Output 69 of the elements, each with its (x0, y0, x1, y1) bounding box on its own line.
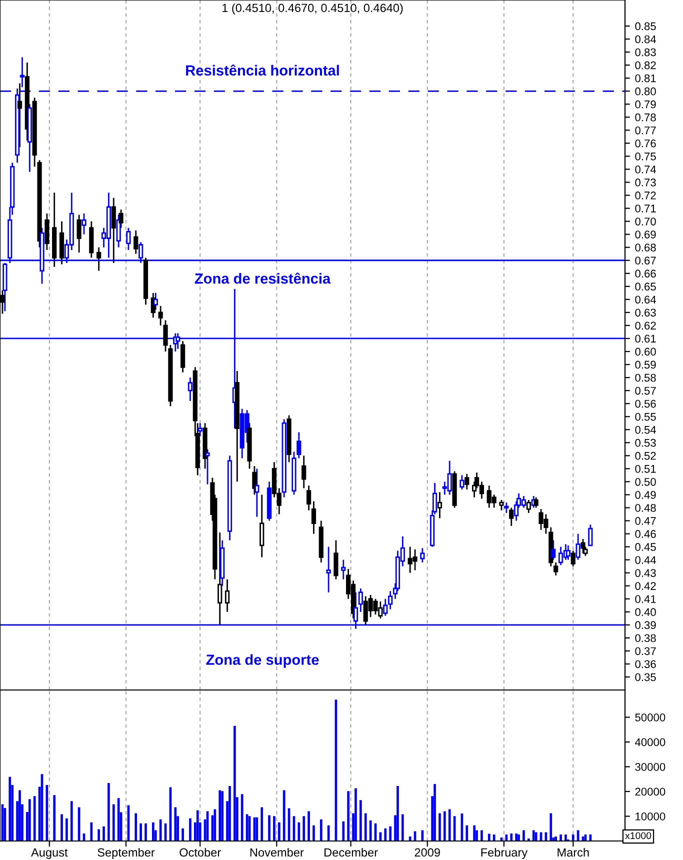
y-tick-label: 0.72 (635, 192, 656, 200)
y-tick-label: 0.84 (635, 35, 656, 44)
y-tick-label: 0.43 (635, 569, 656, 577)
y-tick-label: 30000 (635, 763, 666, 771)
y-tick-label: 0.64 (635, 296, 656, 304)
y-tick-label: 0.68 (635, 244, 656, 252)
y-tick-label: 0.50 (635, 478, 656, 486)
y-tick-label: 0.41 (635, 595, 656, 604)
y-tick-label: 0.83 (635, 48, 656, 56)
ref-line-label: Resistência horizontal (186, 64, 339, 76)
y-tick-label: 0.36 (635, 660, 656, 668)
y-tick-label: 0.69 (635, 230, 656, 238)
x-tick-label: October (180, 848, 221, 857)
y-tick-label: 0.42 (635, 582, 656, 590)
y-tick-label: 0.66 (635, 270, 656, 278)
y-tick-label: 20000 (635, 788, 666, 796)
y-tick-label: 0.35 (635, 673, 656, 682)
y-tick-label: 0.47 (635, 517, 656, 525)
y-tick-label: 0.56 (635, 400, 656, 408)
y-tick-label: 0.81 (635, 74, 656, 82)
y-tick-label: 0.60 (635, 348, 656, 356)
y-tick-label: 0.74 (635, 166, 656, 174)
y-tick-label: 0.54 (635, 426, 656, 434)
y-tick-label: 0.49 (635, 490, 656, 499)
y-tick-label: 0.85 (635, 22, 656, 30)
ref-line-label: Zona de suporte (206, 654, 319, 668)
y-tick-label: 0.38 (635, 634, 656, 642)
y-tick-label: 0.55 (635, 412, 656, 421)
y-tick-label: 0.52 (635, 452, 656, 460)
x-tick-label: August (31, 848, 68, 859)
y-tick-label: 0.46 (635, 530, 656, 538)
y-tick-label: 0.65 (635, 282, 656, 291)
text: x1000 (625, 832, 652, 840)
x-tick-label: December (324, 848, 378, 857)
x-tick-label: February (481, 848, 528, 859)
y-tick-label: 0.80 (635, 87, 656, 96)
y-tick-label: 0.82 (635, 61, 656, 70)
x-tick-label: 2009 (414, 848, 440, 857)
y-tick-label: 0.67 (635, 256, 656, 265)
y-tick-label: 0.39 (635, 621, 656, 630)
y-tick-label: 50000 (635, 713, 666, 722)
y-tick-label: 0.59 (635, 360, 656, 369)
y-tick-label: 0.37 (635, 647, 656, 656)
y-tick-label: 0.73 (635, 178, 656, 186)
y-tick-label: 0.40 (635, 608, 656, 616)
y-tick-label: 0.44 (635, 556, 656, 564)
y-tick-label: 0.63 (635, 308, 656, 317)
y-tick-label: 0.62 (635, 322, 656, 330)
y-tick-label: 0.48 (635, 504, 656, 512)
y-tick-label: 0.51 (635, 464, 656, 473)
x-tick-label: November (250, 848, 304, 857)
x-tick-label: March (558, 848, 589, 857)
y-tick-label: 0.79 (635, 100, 656, 108)
y-tick-label: 0.53 (635, 438, 656, 447)
y-tick-label: 10000 (636, 812, 666, 820)
x-tick-label: September (98, 848, 155, 859)
y-tick-label: 0.77 (635, 126, 656, 134)
y-tick-label: 0.71 (635, 204, 656, 212)
chart-title: 1 (0.4510, 0.4670, 0.4510, 0.4640) (222, 3, 403, 14)
y-tick-label: 0.61 (635, 334, 656, 343)
y-tick-label: 40000 (634, 738, 666, 746)
y-tick-label: 0.57 (635, 386, 656, 395)
y-tick-label: 0.58 (635, 374, 656, 382)
y-tick-label: 0.70 (635, 218, 656, 226)
y-tick-label: 0.78 (635, 113, 656, 122)
y-tick-label: 0.75 (635, 152, 656, 160)
y-tick-label: 0.45 (635, 543, 656, 551)
ref-line-label: Zona de resistência (194, 272, 331, 284)
y-tick-label: 0.76 (635, 139, 656, 148)
